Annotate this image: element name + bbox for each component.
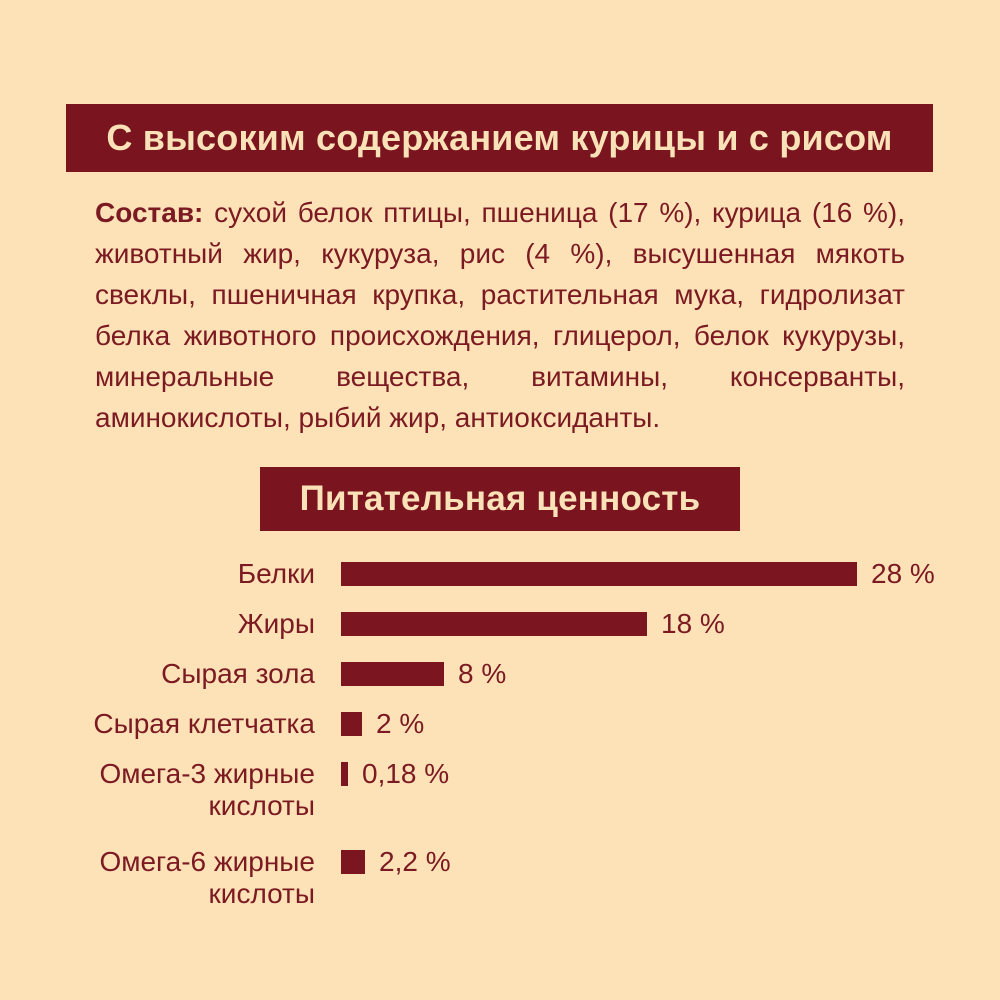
chart-value-label: 8 % [458, 658, 507, 689]
chart-row: Белки 28 % [60, 558, 960, 590]
chart-value-label: 28 % [871, 558, 935, 589]
chart-bar [341, 612, 647, 636]
chart-row-label: Омега-6 жирные кислоты [99, 846, 315, 909]
chart-row-label: Белки [237, 558, 315, 589]
nutrition-chart: Белки 28 % Жиры 18 % Сырая зола 8 % Сырая клет… [60, 558, 960, 928]
section-banner: Питательная ценность [260, 467, 740, 531]
composition-paragraph: Состав: сухой белок птицы, пшеница (17 %… [95, 192, 905, 438]
header-banner-text: С высоким содержанием курицы и с рисом [106, 117, 893, 158]
chart-row-label: Омега-3 жирные кислоты [99, 758, 315, 821]
chart-bar [341, 562, 857, 586]
composition-text: сухой белок птицы, пшеница (17 %), куриц… [95, 197, 905, 433]
chart-value-label: 0,18 % [362, 758, 450, 789]
chart-row-label: Сырая зола [161, 658, 315, 689]
chart-bar [341, 662, 444, 686]
chart-row: Сырая клетчатка 2 % [60, 708, 960, 740]
chart-bar [341, 850, 365, 874]
composition-label: Состав: [95, 197, 204, 228]
chart-row-label: Жиры [237, 608, 315, 639]
chart-row: Сырая зола 8 % [60, 658, 960, 690]
chart-value-label: 2 % [376, 708, 425, 739]
chart-row-label: Сырая клетчатка [93, 708, 315, 739]
chart-row: Омега-3 жирные кислоты 0,18 % [60, 758, 960, 822]
chart-value-label: 18 % [661, 608, 725, 639]
section-banner-title: Питательная ценность [299, 479, 701, 518]
chart-row: Омега-6 жирные кислоты 2,2 % [60, 846, 960, 910]
chart-value-label: 2,2 % [379, 846, 451, 877]
chart-row: Жиры 18 % [60, 608, 960, 640]
chart-bar [341, 712, 362, 736]
chart-bar [341, 762, 348, 786]
header-banner: С высоким содержанием курицы и с рисом [66, 104, 933, 172]
